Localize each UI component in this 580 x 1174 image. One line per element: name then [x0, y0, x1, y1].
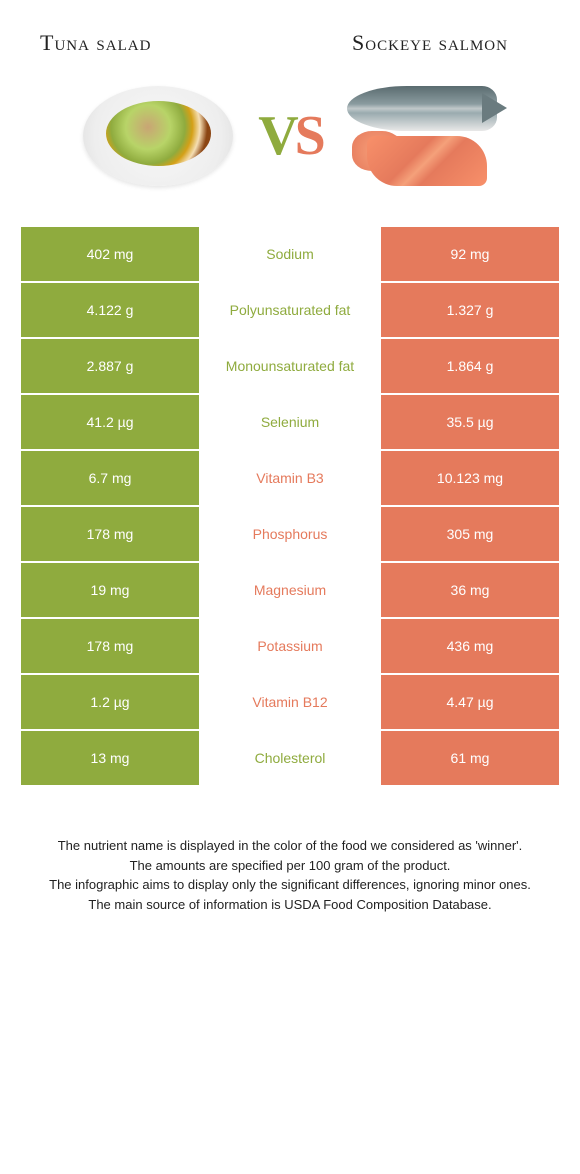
cell-right-value: 35.5 µg — [380, 394, 560, 450]
cell-left-value: 178 mg — [20, 618, 200, 674]
vs-label: VS — [258, 104, 322, 168]
table-row: 402 mgSodium92 mg — [20, 226, 560, 282]
sockeye-salmon-image — [332, 76, 512, 196]
cell-right-value: 10.123 mg — [380, 450, 560, 506]
cell-right-value: 4.47 µg — [380, 674, 560, 730]
footer-line-4: The main source of information is USDA F… — [30, 895, 550, 915]
cell-left-value: 4.122 g — [20, 282, 200, 338]
cell-nutrient-label: Vitamin B3 — [200, 450, 380, 506]
cell-right-value: 92 mg — [380, 226, 560, 282]
vs-s: S — [295, 105, 322, 167]
table-row: 4.122 gPolyunsaturated fat1.327 g — [20, 282, 560, 338]
table-row: 41.2 µgSelenium35.5 µg — [20, 394, 560, 450]
cell-nutrient-label: Monounsaturated fat — [200, 338, 380, 394]
table-row: 6.7 mgVitamin B310.123 mg — [20, 450, 560, 506]
cell-left-value: 19 mg — [20, 562, 200, 618]
table-row: 1.2 µgVitamin B124.47 µg — [20, 674, 560, 730]
cell-left-value: 2.887 g — [20, 338, 200, 394]
cell-nutrient-label: Polyunsaturated fat — [200, 282, 380, 338]
cell-nutrient-label: Cholesterol — [200, 730, 380, 786]
table-row: 178 mgPotassium436 mg — [20, 618, 560, 674]
vs-v: V — [258, 105, 294, 167]
cell-nutrient-label: Sodium — [200, 226, 380, 282]
cell-right-value: 1.327 g — [380, 282, 560, 338]
footer-line-2: The amounts are specified per 100 gram o… — [30, 856, 550, 876]
title-left: Tuna salad — [40, 30, 260, 56]
cell-left-value: 13 mg — [20, 730, 200, 786]
header: Tuna salad Sockeye salmon — [0, 0, 580, 66]
cell-right-value: 436 mg — [380, 618, 560, 674]
footer-line-1: The nutrient name is displayed in the co… — [30, 836, 550, 856]
cell-right-value: 36 mg — [380, 562, 560, 618]
cell-left-value: 41.2 µg — [20, 394, 200, 450]
cell-left-value: 178 mg — [20, 506, 200, 562]
cell-nutrient-label: Magnesium — [200, 562, 380, 618]
nutrient-table: 402 mgSodium92 mg4.122 gPolyunsaturated … — [20, 226, 560, 786]
cell-nutrient-label: Phosphorus — [200, 506, 380, 562]
hero-row: VS — [0, 66, 580, 226]
cell-nutrient-label: Vitamin B12 — [200, 674, 380, 730]
table-row: 2.887 gMonounsaturated fat1.864 g — [20, 338, 560, 394]
table-row: 19 mgMagnesium36 mg — [20, 562, 560, 618]
cell-nutrient-label: Potassium — [200, 618, 380, 674]
cell-left-value: 6.7 mg — [20, 450, 200, 506]
footer-line-3: The infographic aims to display only the… — [30, 875, 550, 895]
cell-right-value: 1.864 g — [380, 338, 560, 394]
footer-notes: The nutrient name is displayed in the co… — [0, 786, 580, 934]
table-row: 13 mgCholesterol61 mg — [20, 730, 560, 786]
cell-right-value: 61 mg — [380, 730, 560, 786]
tuna-salad-image — [68, 76, 248, 196]
cell-right-value: 305 mg — [380, 506, 560, 562]
cell-left-value: 1.2 µg — [20, 674, 200, 730]
title-right: Sockeye salmon — [320, 30, 540, 56]
table-row: 178 mgPhosphorus305 mg — [20, 506, 560, 562]
cell-left-value: 402 mg — [20, 226, 200, 282]
cell-nutrient-label: Selenium — [200, 394, 380, 450]
